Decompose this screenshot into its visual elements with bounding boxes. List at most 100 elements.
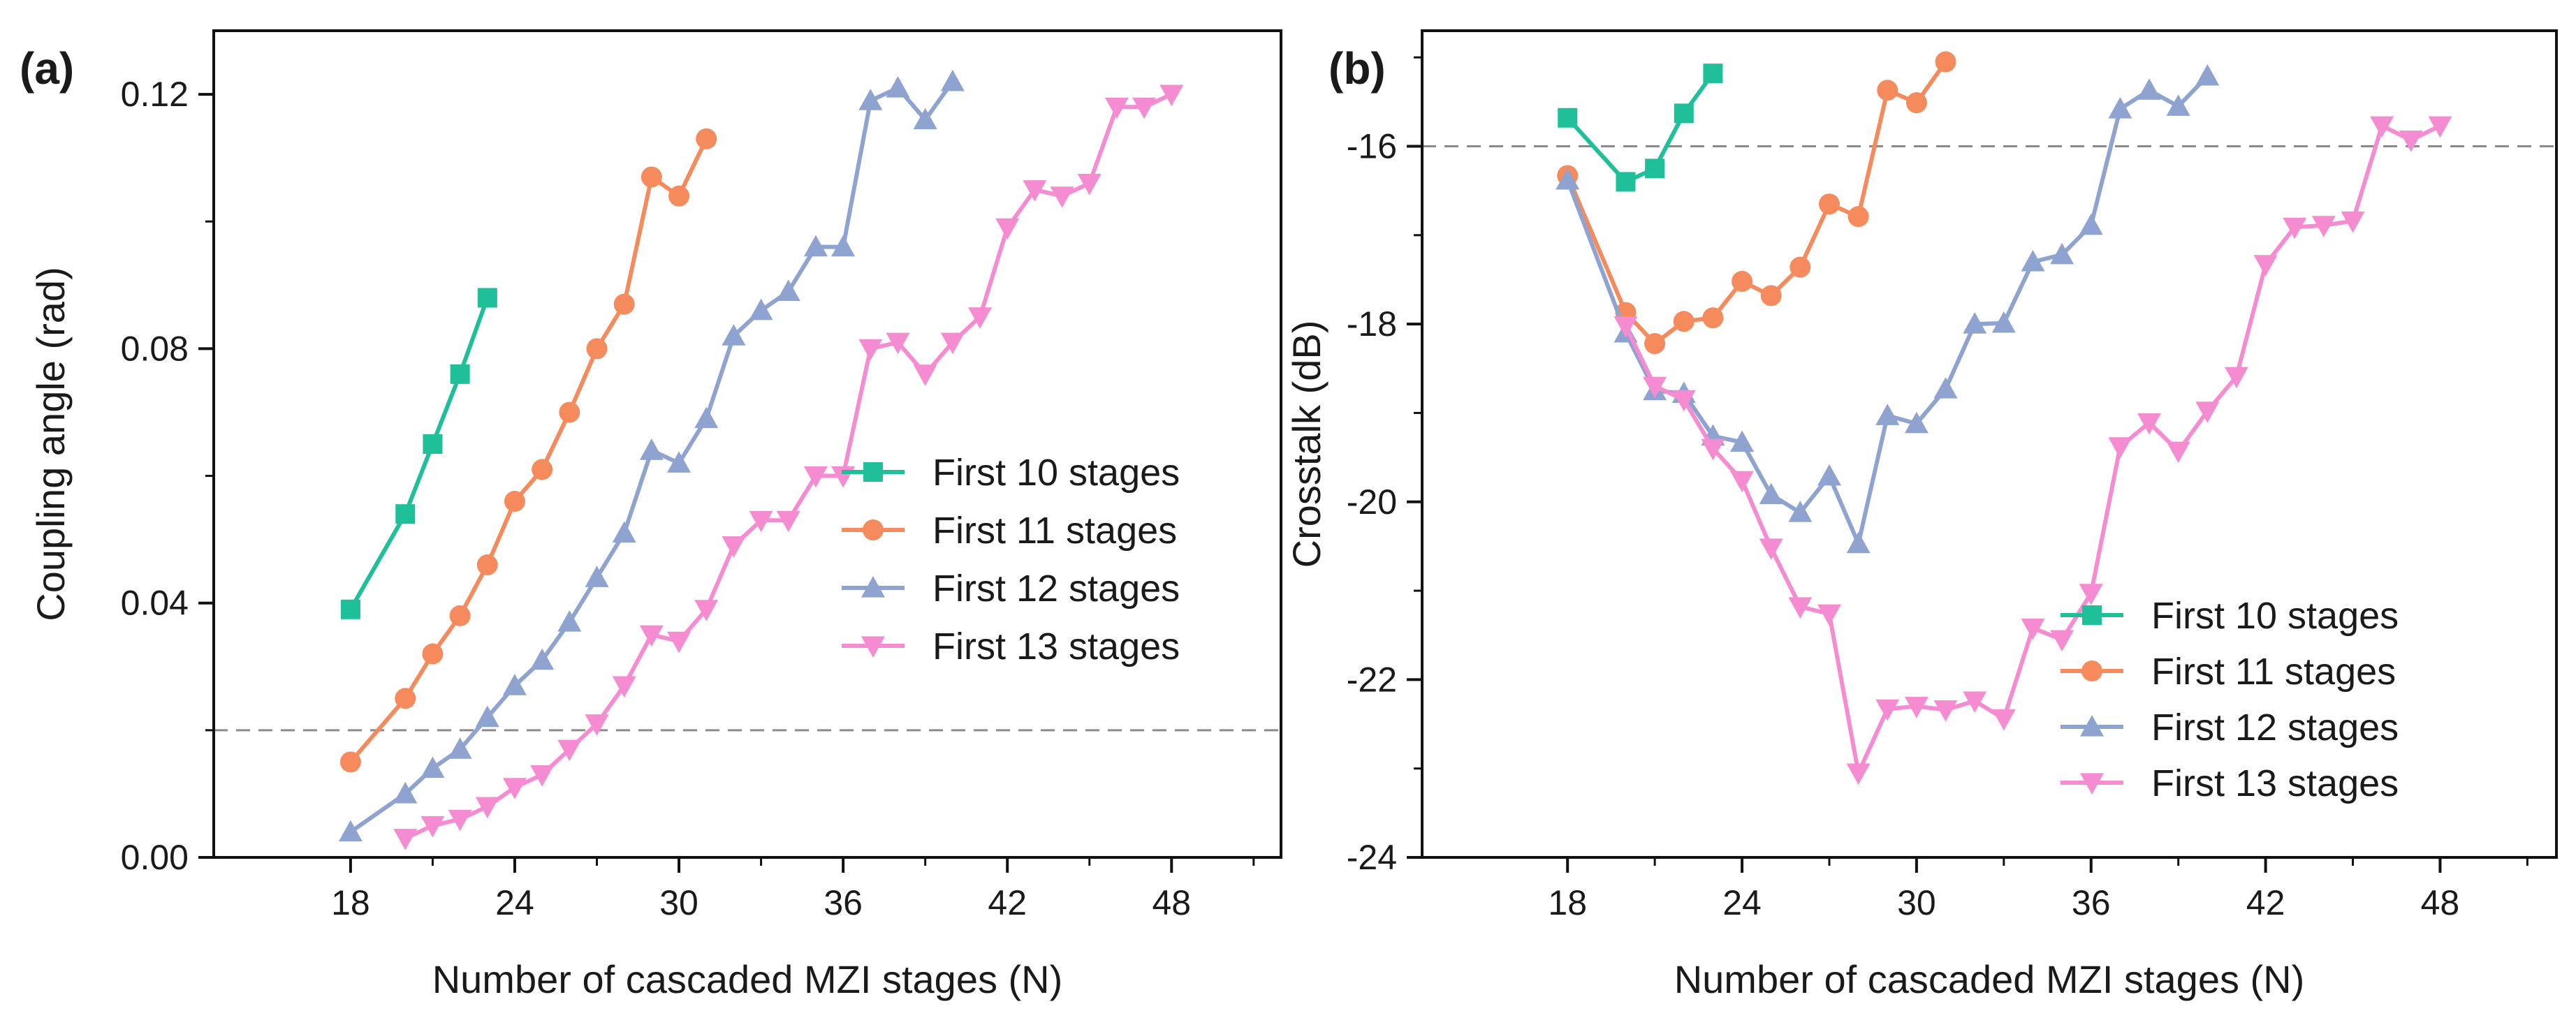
data-point-first-11-stages-a	[476, 554, 498, 576]
x-tick-label-b: 30	[1897, 883, 1936, 922]
x-tick-label-a: 36	[824, 883, 863, 922]
data-point-first-12-stages-a	[667, 451, 691, 473]
data-point-first-13-stages-b	[2137, 413, 2162, 435]
data-point-first-12-stages-b	[2021, 250, 2045, 272]
x-tick-label-a: 42	[988, 883, 1027, 922]
legend-marker-first-10-stages-b	[2082, 605, 2102, 625]
data-point-first-13-stages-a	[530, 765, 555, 787]
data-point-first-11-stages-b	[1935, 51, 1956, 73]
data-point-first-13-stages-b	[2370, 116, 2394, 138]
data-point-first-13-stages-a	[694, 600, 719, 621]
data-point-first-10-stages-a	[477, 288, 497, 308]
data-point-first-12-stages-a	[420, 756, 445, 778]
data-point-first-13-stages-a	[1104, 97, 1129, 119]
data-point-first-12-stages-a	[940, 69, 965, 91]
data-point-first-13-stages-a	[585, 714, 609, 736]
data-point-first-13-stages-a	[557, 739, 582, 762]
legend-label-first-13-stages-a: First 13 stages	[932, 626, 1180, 667]
x-tick-label-a: 24	[495, 883, 534, 922]
data-point-first-11-stages-a	[339, 751, 361, 773]
data-point-first-13-stages-b	[2166, 441, 2190, 464]
data-point-first-12-stages-a	[475, 705, 499, 728]
y-tick-label-b: -24	[1347, 838, 1397, 877]
x-tick-label-a: 18	[331, 883, 370, 922]
data-point-first-12-stages-b	[1759, 482, 1783, 505]
data-point-first-12-stages-b	[1933, 377, 1958, 399]
legend-marker-first-12-stages-b	[2080, 715, 2104, 737]
data-point-first-10-stages-b	[1558, 108, 1578, 128]
series-first-13-stages-a	[393, 84, 1184, 850]
legend-label-first-12-stages-a: First 12 stages	[932, 568, 1180, 610]
data-point-first-13-stages-a	[612, 676, 636, 698]
data-point-first-11-stages-a	[641, 166, 662, 188]
data-point-first-13-stages-b	[2108, 437, 2132, 459]
data-point-first-13-stages-b	[2021, 618, 2045, 640]
data-point-first-13-stages-b	[2311, 216, 2336, 237]
legend-marker-first-11-stages-a	[863, 519, 884, 540]
data-point-first-13-stages-a	[940, 332, 965, 355]
plot-frame-b	[1421, 29, 2558, 859]
data-point-first-13-stages-a	[1159, 84, 1184, 107]
series-first-10-stages-b	[1558, 64, 1723, 192]
data-point-first-13-stages-b	[2079, 584, 2103, 605]
data-point-first-13-stages-a	[1050, 186, 1074, 208]
legend-marker-first-13-stages-a	[861, 636, 885, 658]
data-point-first-13-stages-a	[995, 218, 1020, 240]
y-tick-label-a: 0.12	[121, 75, 189, 114]
data-point-first-12-stages-a	[749, 298, 773, 320]
data-point-first-13-stages-a	[502, 778, 527, 799]
data-point-first-13-stages-b	[2050, 630, 2074, 652]
data-point-first-12-stages-b	[1875, 404, 1900, 425]
data-point-first-13-stages-a	[448, 809, 472, 832]
data-point-first-12-stages-a	[803, 235, 828, 257]
data-point-first-12-stages-b	[2108, 97, 2132, 119]
data-point-first-11-stages-a	[668, 185, 690, 207]
series-line-first-12-stages-b	[1565, 74, 2209, 546]
data-point-first-12-stages-b	[1991, 311, 2016, 333]
data-point-first-13-stages-b	[2224, 367, 2248, 389]
y-tick-label-b: -18	[1347, 304, 1397, 344]
data-point-first-12-stages-a	[612, 521, 636, 543]
data-point-first-12-stages-a	[858, 89, 883, 110]
data-point-first-12-stages-b	[2137, 78, 2162, 100]
data-point-first-12-stages-a	[530, 648, 555, 670]
data-point-first-13-stages-b	[2253, 255, 2278, 276]
data-point-first-13-stages-a	[858, 339, 883, 361]
data-point-first-12-stages-a	[831, 235, 856, 257]
data-point-first-11-stages-b	[1673, 311, 1695, 332]
data-point-first-11-stages-a	[696, 128, 717, 149]
data-point-first-13-stages-b	[1933, 700, 1958, 722]
y-tick-label-a: 0.04	[121, 584, 189, 623]
data-point-first-13-stages-b	[1759, 538, 1783, 560]
panel-a-coupling-angle-chart: 18 24 30 36 42 48 0.00 0.04 0.08 0.12 Number of ca…	[20, 29, 1282, 1001]
data-point-first-11-stages-b	[1818, 193, 1840, 215]
data-point-first-12-stages-a	[886, 75, 910, 98]
data-point-first-12-stages-b	[1788, 501, 1813, 522]
series-line-first-12-stages-a	[349, 80, 955, 834]
data-point-first-10-stages-b	[1645, 158, 1665, 179]
series-first-11-stages-a	[339, 128, 717, 773]
x-tick-label-a: 30	[659, 883, 698, 922]
y-tick-label-a: 0.08	[121, 329, 189, 368]
data-point-first-13-stages-a	[1023, 180, 1047, 202]
panel-label-a: (a)	[20, 43, 74, 94]
data-point-first-11-stages-b	[1847, 206, 1869, 228]
series-first-11-stages-b	[1557, 51, 1956, 355]
data-point-first-12-stages-b	[1817, 464, 1841, 486]
data-point-first-10-stages-b	[1674, 103, 1694, 124]
y-axis-title-a: Coupling angle (rad)	[29, 267, 73, 621]
legend-a: First 10 stages First 11 stages First 12 s…	[842, 452, 1180, 667]
data-point-first-12-stages-b	[2050, 242, 2074, 265]
legend-label-first-11-stages-b: First 11 stages	[2151, 651, 2396, 693]
y-tick-label-b: -22	[1347, 660, 1397, 699]
data-point-first-12-stages-a	[338, 820, 363, 842]
data-point-first-11-stages-b	[1760, 285, 1782, 307]
panel-label-b: (b)	[1329, 43, 1386, 94]
data-point-first-10-stages-a	[423, 434, 443, 454]
data-point-first-13-stages-b	[1613, 316, 1638, 338]
legend-label-first-10-stages-b: First 10 stages	[2151, 595, 2399, 637]
data-point-first-13-stages-b	[1875, 699, 1900, 721]
data-point-first-13-stages-a	[667, 631, 691, 654]
legend-label-first-10-stages-a: First 10 stages	[932, 452, 1180, 494]
data-point-first-12-stages-b	[1730, 430, 1755, 452]
